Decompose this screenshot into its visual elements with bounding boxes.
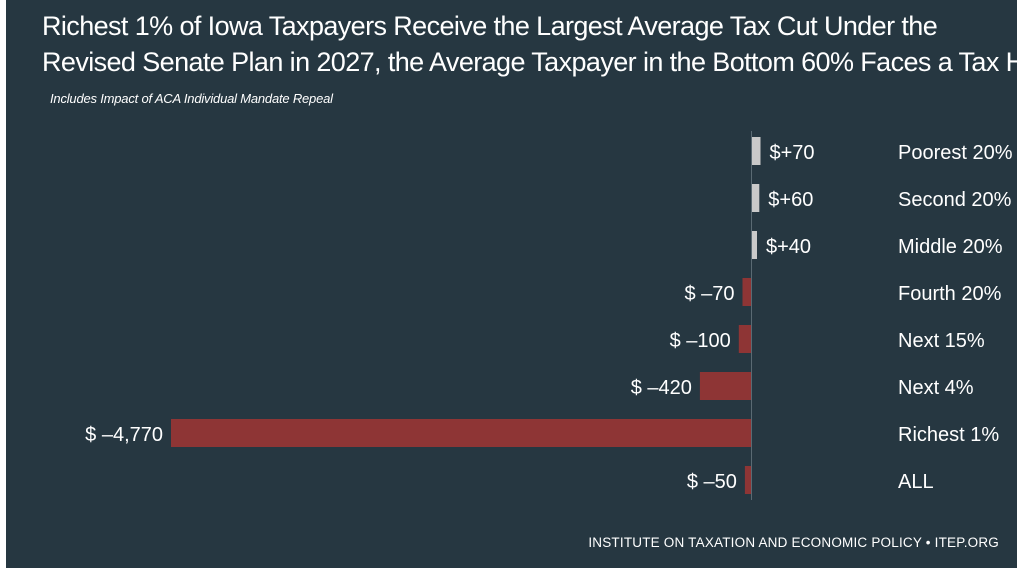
title-line-2: Revised Senate Plan in 2027, the Average… xyxy=(42,47,1024,77)
value-label-5: $ –100 xyxy=(670,330,731,352)
category-label-5: Next 15% xyxy=(898,330,985,352)
category-label-6: Next 4% xyxy=(898,377,974,399)
category-label-3: Middle 20% xyxy=(898,236,1003,258)
value-label-1: $+70 xyxy=(770,142,815,164)
chart-title: Richest 1% of Iowa Taxpayers Receive the… xyxy=(42,8,1024,80)
source-footer: INSTITUTE ON TAXATION AND ECONOMIC POLIC… xyxy=(588,535,999,550)
category-label-7: Richest 1% xyxy=(898,424,999,446)
category-label-2: Second 20% xyxy=(898,189,1012,211)
chart-slide: Richest 1% of Iowa Taxpayers Receive the… xyxy=(6,0,1024,568)
bar-5 xyxy=(738,325,751,353)
category-label-1: Poorest 20% xyxy=(898,142,1013,164)
bar-chart: $+70 Poorest 20% $+60 Second 20% $+40 Middle … xyxy=(85,131,1013,500)
chart-subtitle: Includes Impact of ACA Individual Mandat… xyxy=(50,91,333,106)
value-label-6: $ –420 xyxy=(631,377,692,399)
value-label-3: $+40 xyxy=(766,236,811,258)
bar-2 xyxy=(752,184,760,212)
value-label-4: $ –70 xyxy=(684,283,734,305)
bar-4 xyxy=(742,278,751,306)
value-label-8: $ –50 xyxy=(687,471,737,493)
bar-1 xyxy=(752,137,761,165)
value-label-7: $ –4,770 xyxy=(85,424,163,446)
bar-3 xyxy=(752,231,757,259)
value-label-2: $+60 xyxy=(768,189,813,211)
bar-7 xyxy=(171,419,751,447)
bar-8 xyxy=(744,466,751,494)
category-label-8: ALL xyxy=(898,471,934,493)
category-label-4: Fourth 20% xyxy=(898,283,1002,305)
bar-6 xyxy=(699,372,751,400)
title-line-1: Richest 1% of Iowa Taxpayers Receive the… xyxy=(42,11,938,41)
